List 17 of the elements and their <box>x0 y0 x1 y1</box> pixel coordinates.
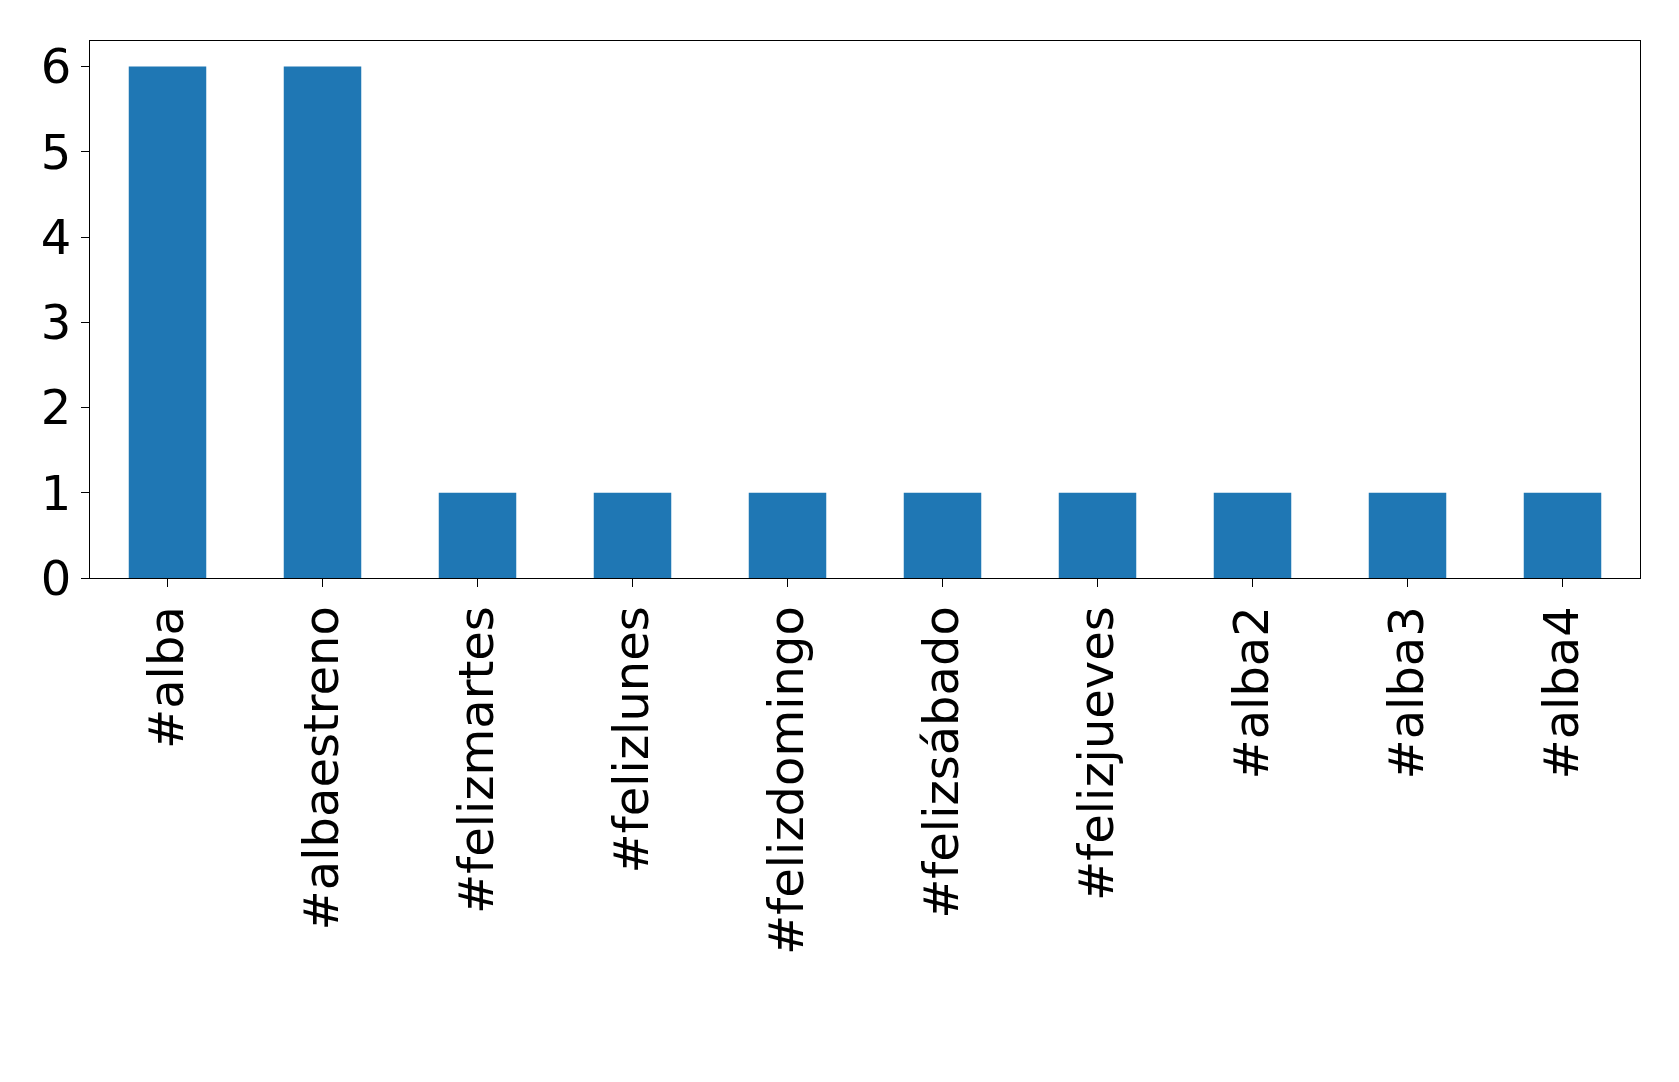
y-tick-label: 5 <box>40 123 72 180</box>
x-tick-label: #felizmartes <box>448 606 505 914</box>
y-tick-label: 3 <box>40 294 72 351</box>
y-tick-label: 2 <box>40 379 72 436</box>
x-tick-label: #felizdomingo <box>758 606 815 955</box>
y-tick-label: 1 <box>40 464 72 521</box>
x-tick-label: #felizsábado <box>913 606 970 919</box>
x-tick-label: #felizlunes <box>603 606 660 874</box>
y-tick-label: 4 <box>40 208 72 265</box>
x-tick-label: #alba4 <box>1533 606 1590 780</box>
x-tick-label: #alba <box>138 606 195 750</box>
y-tick-label: 0 <box>40 549 72 606</box>
x-tick-label: #felizjueves <box>1068 606 1125 901</box>
x-tick-label: #alba3 <box>1378 606 1435 780</box>
x-tick-label: #albaestreno <box>293 606 350 931</box>
y-tick-label: 6 <box>40 38 72 95</box>
x-tick-label: #alba2 <box>1223 606 1280 780</box>
